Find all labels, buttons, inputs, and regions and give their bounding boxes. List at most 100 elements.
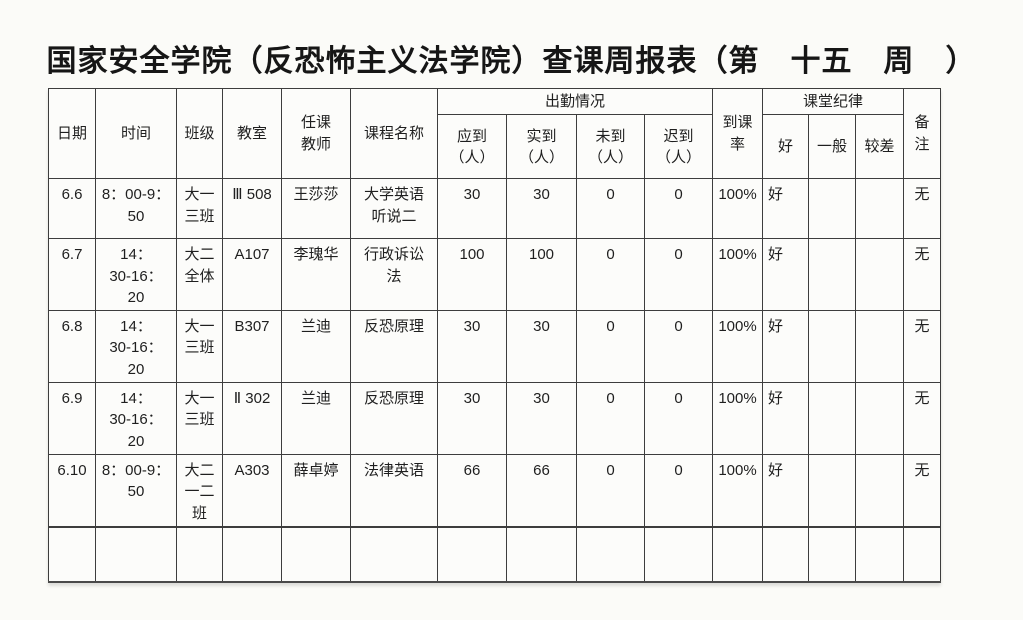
cell-classroom <box>222 525 282 583</box>
cell-discipline-fair <box>808 382 857 455</box>
col-header-class: 班级 <box>176 87 223 180</box>
cell-teacher: 兰迪 <box>281 310 351 384</box>
cell-course: 法律英语 <box>350 453 438 528</box>
cell-remarks <box>903 525 942 583</box>
cell-course <box>350 525 438 583</box>
cell-time <box>95 525 177 583</box>
col-header-actual: 实到 （人） <box>506 114 577 180</box>
cell-discipline-fair <box>808 310 857 384</box>
cell-actual: 30 <box>506 310 577 384</box>
group-header-attendance: 出勤情况 <box>436 87 714 116</box>
cell-actual: 30 <box>506 382 577 455</box>
cell-class <box>176 525 223 583</box>
cell-class: 大一 三班 <box>176 310 223 384</box>
cell-absent: 0 <box>576 453 645 528</box>
cell-late <box>643 525 714 583</box>
cell-teacher: 兰迪 <box>281 382 351 455</box>
col-header-good: 好 <box>762 114 810 180</box>
table-row: 6.6 8：00-9： 50 大一 三班 Ⅲ 508 王莎莎 大学英语 听说二 … <box>48 178 942 240</box>
cell-remarks: 无 <box>903 453 942 528</box>
cell-class: 大一 三班 <box>176 178 223 240</box>
cell-teacher <box>281 525 351 583</box>
cell-absent: 0 <box>576 382 645 455</box>
col-header-remarks: 备 注 <box>903 87 942 180</box>
table-row: 6.9 14： 30-16： 20 大一 三班 Ⅱ 302 兰迪 反恐原理 30… <box>48 382 942 455</box>
table-row: 6.10 8：00-9： 50 大二 一二 班 A303 薛卓婷 法律英语 66… <box>48 453 942 528</box>
cell-discipline-good <box>762 525 810 583</box>
col-header-late: 迟到 （人） <box>643 114 714 180</box>
cell-classroom: B307 <box>222 310 282 384</box>
cell-time: 14： 30-16： 20 <box>95 238 177 312</box>
cell-late: 0 <box>643 178 714 240</box>
cell-date: 6.10 <box>48 453 96 528</box>
cell-late: 0 <box>643 382 714 455</box>
cell-actual: 66 <box>506 453 577 528</box>
cell-expected: 66 <box>437 453 507 528</box>
cell-rate: 100% <box>712 310 764 384</box>
cell-discipline-poor <box>855 525 905 583</box>
cell-rate: 100% <box>712 382 764 455</box>
cell-expected: 30 <box>437 178 507 240</box>
cell-actual <box>506 525 577 583</box>
cell-rate: 100% <box>712 453 764 528</box>
cell-discipline-poor <box>855 453 905 528</box>
cell-date: 6.7 <box>48 238 96 312</box>
cell-late: 0 <box>643 310 714 384</box>
col-header-expected: 应到 （人） <box>437 114 507 180</box>
cell-expected <box>437 525 507 583</box>
cell-remarks: 无 <box>903 238 942 312</box>
cell-absent <box>576 525 645 583</box>
cell-course: 反恐原理 <box>350 382 438 455</box>
weekly-report-table: 日期 时间 班级 教室 任课 教师 课程名称 出勤情况 到课 率 课堂纪律 备 … <box>48 87 942 583</box>
cell-late: 0 <box>643 238 714 312</box>
cell-class: 大一 三班 <box>176 382 223 455</box>
cell-classroom: Ⅱ 302 <box>222 382 282 455</box>
col-header-course: 课程名称 <box>350 87 438 180</box>
cell-remarks: 无 <box>903 382 942 455</box>
table-row: 6.7 14： 30-16： 20 大二 全体 A107 李瑰华 行政诉讼 法 … <box>48 238 942 312</box>
table-row-empty <box>48 525 942 583</box>
cell-teacher: 薛卓婷 <box>281 453 351 528</box>
page-title: 国家安全学院（反恐怖主义法学院）查课周报表（第 十五 周 ） <box>46 44 977 79</box>
cell-time: 14： 30-16： 20 <box>95 310 177 384</box>
cell-date: 6.9 <box>48 382 96 455</box>
cell-actual: 30 <box>506 178 577 240</box>
cell-class: 大二 全体 <box>176 238 223 312</box>
cell-time: 14： 30-16： 20 <box>95 382 177 455</box>
cell-course: 反恐原理 <box>350 310 438 384</box>
cell-time: 8：00-9： 50 <box>95 178 177 240</box>
table-row: 6.8 14： 30-16： 20 大一 三班 B307 兰迪 反恐原理 30 … <box>48 310 942 384</box>
header-row-subcolumns: 应到 （人） 实到 （人） 未到 （人） 迟到 （人） 好 一般 较差 <box>49 114 941 180</box>
cell-date <box>48 525 96 583</box>
cell-late: 0 <box>643 453 714 528</box>
cell-discipline-poor <box>855 382 905 455</box>
cell-discipline-good: 好 <box>762 310 810 384</box>
cell-discipline-good: 好 <box>762 178 810 240</box>
col-header-classroom: 教室 <box>222 87 282 180</box>
cell-course: 行政诉讼 法 <box>350 238 438 312</box>
cell-expected: 30 <box>437 310 507 384</box>
col-header-rate: 到课 率 <box>712 87 764 180</box>
cell-expected: 30 <box>437 382 507 455</box>
cell-rate <box>712 525 764 583</box>
cell-classroom: Ⅲ 508 <box>222 178 282 240</box>
cell-discipline-good: 好 <box>762 382 810 455</box>
col-header-time: 时间 <box>95 87 177 180</box>
cell-remarks: 无 <box>903 310 942 384</box>
cell-discipline-fair <box>808 525 857 583</box>
cell-discipline-poor <box>855 310 905 384</box>
cell-absent: 0 <box>576 238 645 312</box>
cell-absent: 0 <box>576 310 645 384</box>
cell-date: 6.8 <box>48 310 96 384</box>
cell-discipline-poor <box>855 178 905 240</box>
cell-actual: 100 <box>506 238 577 312</box>
col-header-absent: 未到 （人） <box>576 114 645 180</box>
cell-expected: 100 <box>437 238 507 312</box>
col-header-teacher: 任课 教师 <box>281 87 351 180</box>
cell-classroom: A303 <box>222 453 282 528</box>
cell-discipline-poor <box>855 238 905 312</box>
cell-discipline-fair <box>808 453 857 528</box>
col-header-fair: 一般 <box>808 114 857 180</box>
cell-teacher: 王莎莎 <box>281 178 351 240</box>
